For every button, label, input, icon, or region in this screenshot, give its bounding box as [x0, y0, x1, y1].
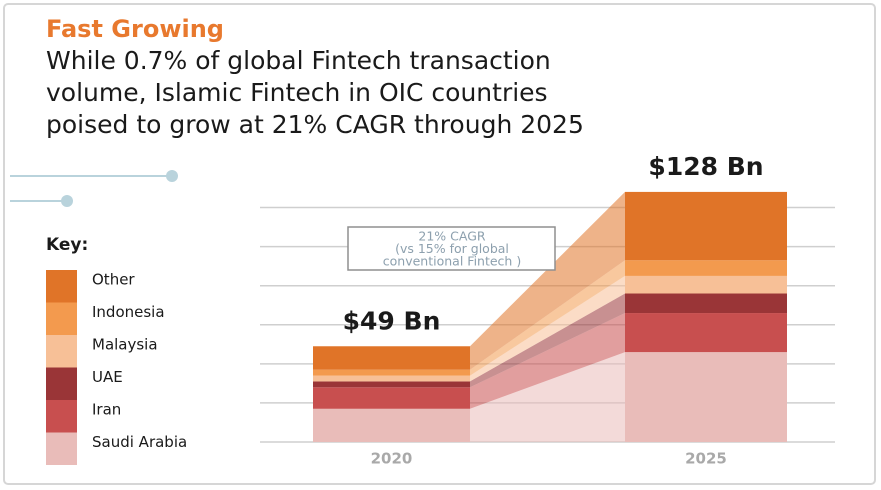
legend-label: Saudi Arabia: [92, 433, 187, 451]
x-tick-label: 2025: [685, 450, 727, 468]
legend-label: Malaysia: [92, 336, 158, 354]
subtitle-line: poised to grow at 21% CAGR through 2025: [46, 110, 584, 139]
connector-band: [470, 260, 625, 376]
annotation-box: [347, 226, 556, 271]
legend-title: Key:: [46, 235, 88, 255]
decoration: [10, 170, 178, 207]
bar-segment: [625, 313, 787, 353]
bar-segment: [313, 369, 470, 376]
connector-band: [470, 352, 625, 442]
connector-band: [470, 293, 625, 388]
legend-label: Indonesia: [92, 303, 165, 321]
legend-swatch: [46, 400, 77, 433]
total-label: $49 Bn: [343, 306, 441, 335]
bar-segment: [313, 346, 470, 370]
chart-title: Fast Growing: [46, 15, 224, 43]
bar-segment: [625, 191, 787, 261]
legend-swatch: [46, 432, 77, 465]
legend-swatch: [46, 270, 77, 303]
bar-segment: [313, 387, 470, 409]
bar-segment: [625, 293, 787, 314]
bar-segment: [625, 352, 787, 442]
subtitle-line: volume, Islamic Fintech in OIC countries: [46, 78, 548, 107]
bar-segment: [625, 275, 787, 294]
legend-swatch: [46, 302, 77, 335]
bar-segment: [313, 408, 470, 442]
legend-label: Other: [92, 271, 135, 289]
bar-segment: [625, 260, 787, 276]
legend-label: UAE: [92, 368, 123, 386]
legend-label: Iran: [92, 401, 121, 419]
total-label: $128 Bn: [648, 152, 763, 181]
annotation-line: 21% CAGR: [418, 229, 486, 244]
annotation-line: conventional Fintech ): [383, 254, 521, 269]
legend-swatch: [46, 335, 77, 368]
connector-band: [470, 191, 625, 370]
bar-segment: [313, 375, 470, 382]
connector-band: [470, 275, 625, 382]
connector-band: [470, 313, 625, 409]
annotation-line: (vs 15% for global: [395, 241, 509, 256]
subtitle-line: While 0.7% of global Fintech transaction: [46, 46, 551, 75]
x-tick-label: 2020: [371, 450, 413, 468]
legend-swatch: [46, 367, 77, 400]
bar-segment: [313, 381, 470, 388]
